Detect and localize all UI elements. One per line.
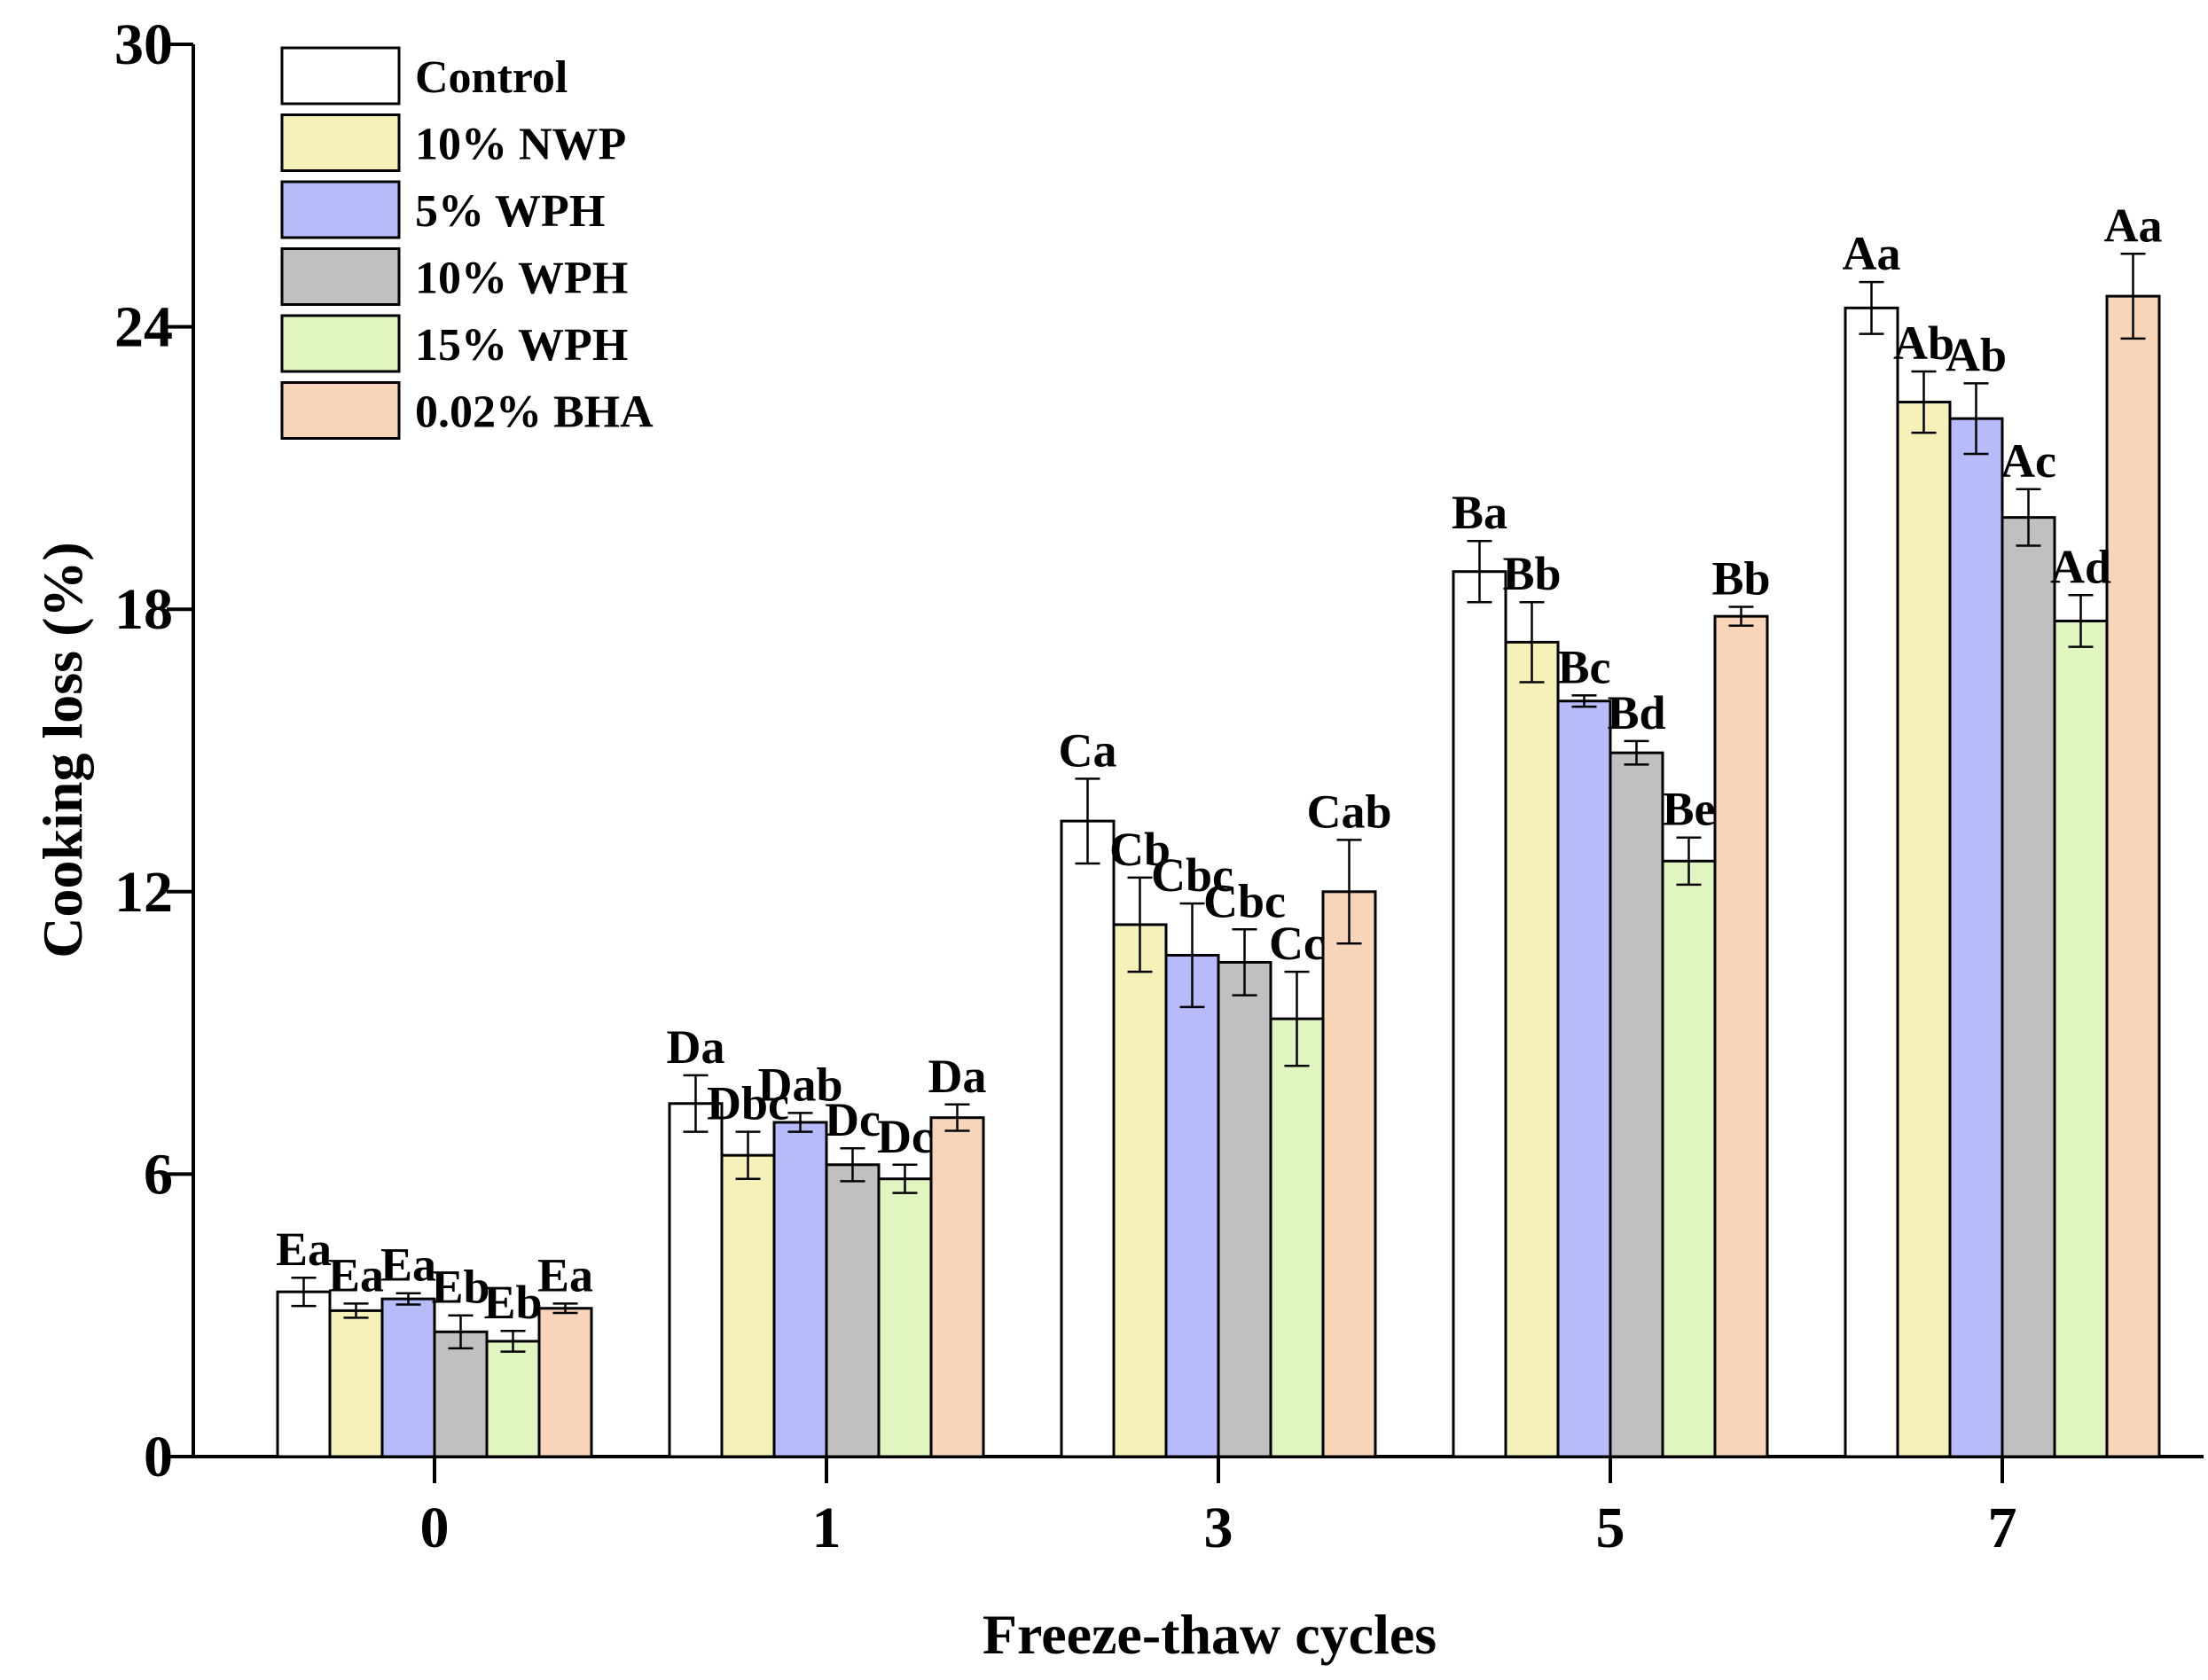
bar xyxy=(1452,570,1507,1458)
x-tick-label: 5 xyxy=(1596,1496,1625,1560)
legend-label: 15% WPH xyxy=(415,320,628,371)
bar xyxy=(2001,516,2056,1458)
bar xyxy=(877,1177,933,1458)
y-axis: 0 6 12 18 24 30 xyxy=(114,12,195,1489)
bar xyxy=(1556,699,1612,1458)
legend-label: Control xyxy=(415,52,568,103)
bar-significance-label: Bc xyxy=(1558,640,1611,693)
bar xyxy=(1164,953,1220,1458)
bar xyxy=(825,1163,881,1458)
bar-significance-label: Bb xyxy=(1711,552,1770,606)
x-axis: 0 1 3 5 7 xyxy=(192,1455,2204,1560)
bar-significance-label: Ac xyxy=(2001,434,2056,488)
bar xyxy=(1661,859,1717,1458)
bar xyxy=(1948,417,2004,1458)
bar xyxy=(1060,819,1116,1458)
legend-swatch xyxy=(280,381,401,440)
bar-significance-label: Ea xyxy=(328,1248,384,1301)
legend-swatch xyxy=(280,247,401,306)
bar xyxy=(772,1121,828,1458)
bar-significance-label: Eb xyxy=(431,1261,489,1314)
bar-labels-group: Ea Da Ca Ba Aa Ea Dbc Cb Bb Ab Ea Dab Cbc Bc Ab Eb Dc Cbc… xyxy=(276,199,2163,1329)
bar-significance-label: Da xyxy=(667,1020,725,1074)
bar xyxy=(485,1340,541,1458)
y-tick-label: 12 xyxy=(114,860,173,925)
bar xyxy=(1321,890,1377,1458)
legend-swatch xyxy=(280,314,401,373)
x-tick-label: 3 xyxy=(1204,1496,1233,1560)
bar xyxy=(720,1153,776,1458)
y-tick-label: 6 xyxy=(144,1142,173,1207)
legend: Control 10% NWP 5% WPH 10% WPH 15% WPH 0.02% … xyxy=(280,46,654,440)
bar-significance-label: Dbc xyxy=(707,1077,789,1130)
bar xyxy=(668,1102,724,1458)
y-tick-label: 30 xyxy=(114,12,173,77)
bar-significance-label: Ea xyxy=(537,1248,593,1301)
bar-significance-label: Be xyxy=(1663,783,1716,836)
bar-significance-label: Ea xyxy=(380,1239,436,1292)
y-tick-label: 18 xyxy=(114,577,173,642)
bar xyxy=(1896,401,1952,1458)
bar-significance-label: Cc xyxy=(1269,917,1325,970)
bar xyxy=(380,1297,436,1458)
x-tick-label: 7 xyxy=(1988,1496,2017,1560)
bar xyxy=(328,1309,384,1458)
legend-label: 10% WPH xyxy=(415,254,628,304)
bar xyxy=(1713,614,1769,1458)
bar-significance-label: Bb xyxy=(1502,547,1561,600)
y-tick-label: 24 xyxy=(114,295,173,360)
bar-significance-label: Ad xyxy=(2050,540,2111,593)
bar xyxy=(1269,1017,1325,1458)
bar xyxy=(433,1330,489,1458)
bar-significance-label: Ba xyxy=(1452,486,1507,539)
legend-swatch xyxy=(280,113,401,172)
bar-significance-label: Eb xyxy=(483,1276,542,1329)
x-tick-label: 1 xyxy=(812,1496,842,1560)
bar-significance-label: Dab xyxy=(757,1058,842,1111)
bar-significance-label: Ca xyxy=(1059,723,1117,777)
bar-significance-label: Dc xyxy=(877,1110,933,1163)
bar-significance-label: Cab xyxy=(1306,785,1391,838)
bar-significance-label: Cbc xyxy=(1203,874,1286,927)
bar xyxy=(1217,960,1272,1458)
bar-significance-label: Aa xyxy=(1843,227,1901,280)
legend-swatch xyxy=(280,180,401,239)
bar-significance-label: Cbc xyxy=(1151,848,1233,902)
bar-significance-label: Dc xyxy=(825,1093,881,1146)
legend-swatch xyxy=(280,46,401,105)
bar-significance-label: Ab xyxy=(1946,328,2007,381)
bar-significance-label: Aa xyxy=(2104,199,2163,252)
bar xyxy=(1504,640,1560,1458)
bar xyxy=(2053,619,2109,1458)
bar-significance-label: Ea xyxy=(276,1223,332,1276)
bar-significance-label: Da xyxy=(928,1050,987,1103)
bar-significance-label: Ab xyxy=(1893,316,1954,370)
bar-significance-label: Bd xyxy=(1607,686,1665,739)
x-tick-label: 0 xyxy=(420,1496,450,1560)
legend-label: 10% NWP xyxy=(415,120,626,170)
x-axis-title: Freeze-thaw cycles xyxy=(983,1603,1437,1666)
legend-label: 0.02% BHA xyxy=(415,387,654,438)
bar xyxy=(1844,306,1899,1458)
bar xyxy=(537,1307,593,1458)
bar-significance-label: Cb xyxy=(1109,823,1171,876)
bars-group xyxy=(276,253,2161,1458)
y-tick-label: 0 xyxy=(144,1425,173,1489)
bar xyxy=(1112,923,1168,1458)
y-axis-title: Cooking loss (%) xyxy=(31,542,94,957)
bar xyxy=(276,1290,332,1458)
bar xyxy=(929,1116,985,1458)
legend-label: 5% WPH xyxy=(415,186,605,237)
bar xyxy=(2105,294,2161,1458)
bar xyxy=(1609,751,1664,1458)
